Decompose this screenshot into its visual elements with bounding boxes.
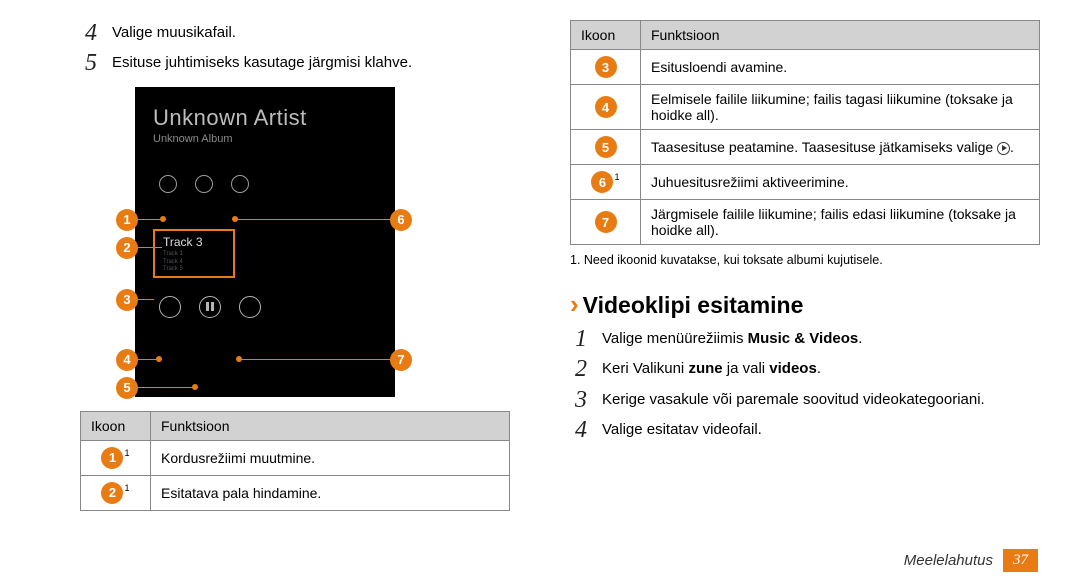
table-row: 7 Järgmisele failile liikumine; failis e… xyxy=(571,200,1040,245)
row-badge: 1 xyxy=(101,447,123,469)
callout-6: 6 xyxy=(390,209,412,231)
table-row: 5 Taasesituse peatamine. Taasesituse jät… xyxy=(571,130,1040,165)
step-number-1: 1 xyxy=(570,326,592,352)
tracklist-box: Track 3 Track 1 Track 4 Track 5 xyxy=(153,229,235,278)
page-footer: Meelelahutus 37 xyxy=(904,549,1038,572)
row-text: Juhuesitusrežiimi aktiveerimine. xyxy=(641,165,1040,200)
table-row: 3 Esitusloendi avamine. xyxy=(571,50,1040,85)
step-text: Kerige vasakule või paremale soovitud vi… xyxy=(602,387,985,410)
section-title: Videoklipi esitamine xyxy=(583,292,804,319)
step-number-5: 5 xyxy=(80,50,102,76)
row-badge: 4 xyxy=(595,96,617,118)
prev-icon xyxy=(159,296,181,318)
row-text: Eelmisele failile liikumine; failis taga… xyxy=(641,85,1040,130)
icon-table-right: Ikoon Funktsioon 3 Esitusloendi avamine.… xyxy=(570,20,1040,245)
th-ikoon: Ikoon xyxy=(571,21,641,50)
other-tracks: Track 1 Track 4 Track 5 xyxy=(163,251,225,274)
pause-icon xyxy=(199,296,221,318)
row-badge: 6 xyxy=(591,171,613,193)
transport-row xyxy=(159,296,377,318)
footer-title: Meelelahutus xyxy=(904,552,993,569)
play-icon xyxy=(997,142,1010,155)
icon-table-left: Ikoon Funktsioon 11 Kordusrežiimi muutmi… xyxy=(80,411,510,511)
step-number-4b: 4 xyxy=(570,417,592,443)
chevron-icon: › xyxy=(570,289,579,320)
heart-icon xyxy=(195,175,213,193)
step-text: Valige muusikafail. xyxy=(112,20,236,43)
step-number-3: 3 xyxy=(570,387,592,413)
table-row: 21 Esitatava pala hindamine. xyxy=(81,475,510,510)
th-funktsioon: Funktsioon xyxy=(641,21,1040,50)
row-text: Kordusrežiimi muutmine. xyxy=(151,440,510,475)
step-text: Esituse juhtimiseks kasutage järgmisi kl… xyxy=(112,50,412,73)
table-row: 4 Eelmisele failile liikumine; failis ta… xyxy=(571,85,1040,130)
th-funktsioon: Funktsioon xyxy=(151,411,510,440)
callout-3: 3 xyxy=(116,289,138,311)
footer-page: 37 xyxy=(1003,549,1038,572)
row-badge: 5 xyxy=(595,136,617,158)
table-row: 11 Kordusrežiimi muutmine. xyxy=(81,440,510,475)
table-row: 61 Juhuesitusrežiimi aktiveerimine. xyxy=(571,165,1040,200)
top-icon-row xyxy=(159,175,377,193)
shuffle-icon xyxy=(231,175,249,193)
step-text: Valige esitatav videofail. xyxy=(602,417,762,440)
th-ikoon: Ikoon xyxy=(81,411,151,440)
row-text: Taasesituse peatamine. Taasesituse jätka… xyxy=(641,130,1040,165)
callout-5: 5 xyxy=(116,377,138,399)
callout-1: 1 xyxy=(116,209,138,231)
row-badge: 2 xyxy=(101,482,123,504)
repeat-icon xyxy=(159,175,177,193)
album-label: Unknown Album xyxy=(153,133,377,145)
step-number-2: 2 xyxy=(570,356,592,382)
next-icon xyxy=(239,296,261,318)
row-badge: 7 xyxy=(595,211,617,233)
artist-label: Unknown Artist xyxy=(153,105,377,131)
callout-2: 2 xyxy=(116,237,138,259)
row-text: Esitusloendi avamine. xyxy=(641,50,1040,85)
row-text: Esitatava pala hindamine. xyxy=(151,475,510,510)
callout-7: 7 xyxy=(390,349,412,371)
footnote: 1. Need ikoonid kuvatakse, kui toksate a… xyxy=(570,253,1040,267)
step-number-4: 4 xyxy=(80,20,102,46)
step-text: Valige menüürežiimis Music & Videos. xyxy=(602,326,862,349)
step-text: Keri Valikuni zune ja vali videos. xyxy=(602,356,821,379)
callout-4: 4 xyxy=(116,349,138,371)
phone-screenshot: Unknown Artist Unknown Album Track 3 Tra… xyxy=(135,87,395,397)
row-badge: 3 xyxy=(595,56,617,78)
row-text: Järgmisele failile liikumine; failis eda… xyxy=(641,200,1040,245)
current-track: Track 3 xyxy=(163,235,225,249)
